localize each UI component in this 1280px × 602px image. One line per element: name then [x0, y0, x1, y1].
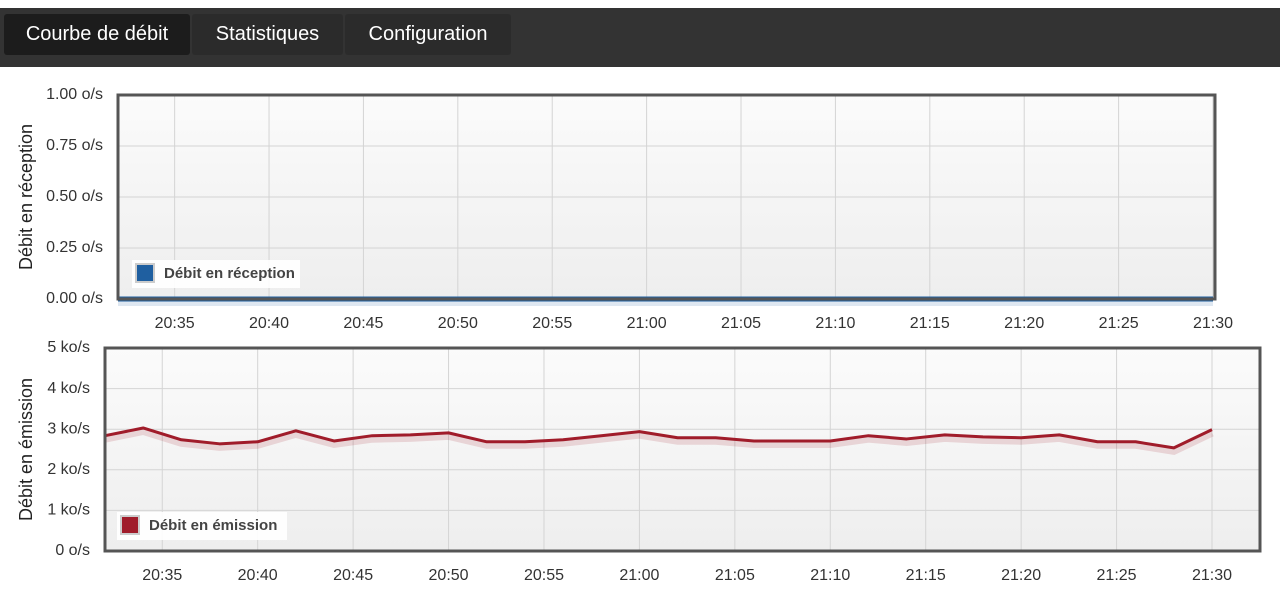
legend-box: [132, 260, 300, 288]
y-tick-label: 2 ko/s: [47, 461, 90, 478]
x-tick-label: 21:10: [815, 315, 855, 332]
plot-area: [105, 348, 1260, 551]
x-tick-label: 21:15: [906, 567, 946, 584]
x-tick-label: 21:25: [1097, 567, 1137, 584]
legend-label: Débit en réception: [164, 265, 295, 282]
y-axis-title: Débit en réception: [16, 124, 36, 270]
legend-label: Débit en émission: [149, 517, 277, 534]
x-tick-label: 20:55: [524, 567, 564, 584]
x-tick-label: 21:30: [1193, 315, 1233, 332]
x-tick-label: 21:05: [721, 315, 761, 332]
y-tick-label: 0.50 o/s: [46, 188, 103, 205]
x-tick-label: 21:25: [1099, 315, 1139, 332]
legend-swatch: [120, 515, 140, 535]
tab[interactable]: Courbe de débit: [4, 14, 190, 55]
x-tick-label: 21:00: [627, 315, 667, 332]
x-tick-label: 21:10: [810, 567, 850, 584]
x-tick-label: 21:05: [715, 567, 755, 584]
x-tick-label: 20:40: [238, 567, 278, 584]
x-tick-label: 21:20: [1004, 315, 1044, 332]
y-tick-label: 3 ko/s: [47, 420, 90, 437]
y-tick-label: 1 ko/s: [47, 502, 90, 519]
x-tick-label: 20:40: [249, 315, 289, 332]
tab[interactable]: Statistiques: [192, 14, 343, 55]
x-tick-label: 20:45: [333, 567, 373, 584]
y-tick-label: 0.00 o/s: [46, 290, 103, 307]
plot-border: [116, 93, 1217, 301]
x-tick-label: 20:55: [532, 315, 572, 332]
y-tick-label: 5 ko/s: [47, 339, 90, 356]
x-tick-label: 21:00: [619, 567, 659, 584]
x-tick-label: 20:35: [155, 315, 195, 332]
legend-swatch: [135, 263, 155, 283]
legend-box: [117, 512, 287, 540]
y-tick-label: 4 ko/s: [47, 380, 90, 397]
y-axis-title: Débit en émission: [16, 378, 36, 521]
y-tick-label: 0.25 o/s: [46, 239, 103, 256]
x-tick-label: 20:45: [343, 315, 383, 332]
tab[interactable]: Configuration: [345, 14, 511, 55]
x-tick-label: 21:15: [910, 315, 950, 332]
line-shadow: [104, 426, 1214, 456]
y-tick-label: 0 o/s: [55, 542, 90, 559]
y-tick-label: 0.75 o/s: [46, 137, 103, 154]
plot-border: [103, 346, 1262, 553]
x-tick-label: 20:50: [429, 567, 469, 584]
x-tick-label: 21:20: [1001, 567, 1041, 584]
x-tick-label: 20:50: [438, 315, 478, 332]
x-tick-label: 20:35: [142, 567, 182, 584]
tab-bar: Courbe de débit Statistiques Configurati…: [0, 8, 1280, 67]
x-tick-label: 21:30: [1192, 567, 1232, 584]
y-tick-label: 1.00 o/s: [46, 86, 103, 103]
line: [104, 426, 1213, 450]
